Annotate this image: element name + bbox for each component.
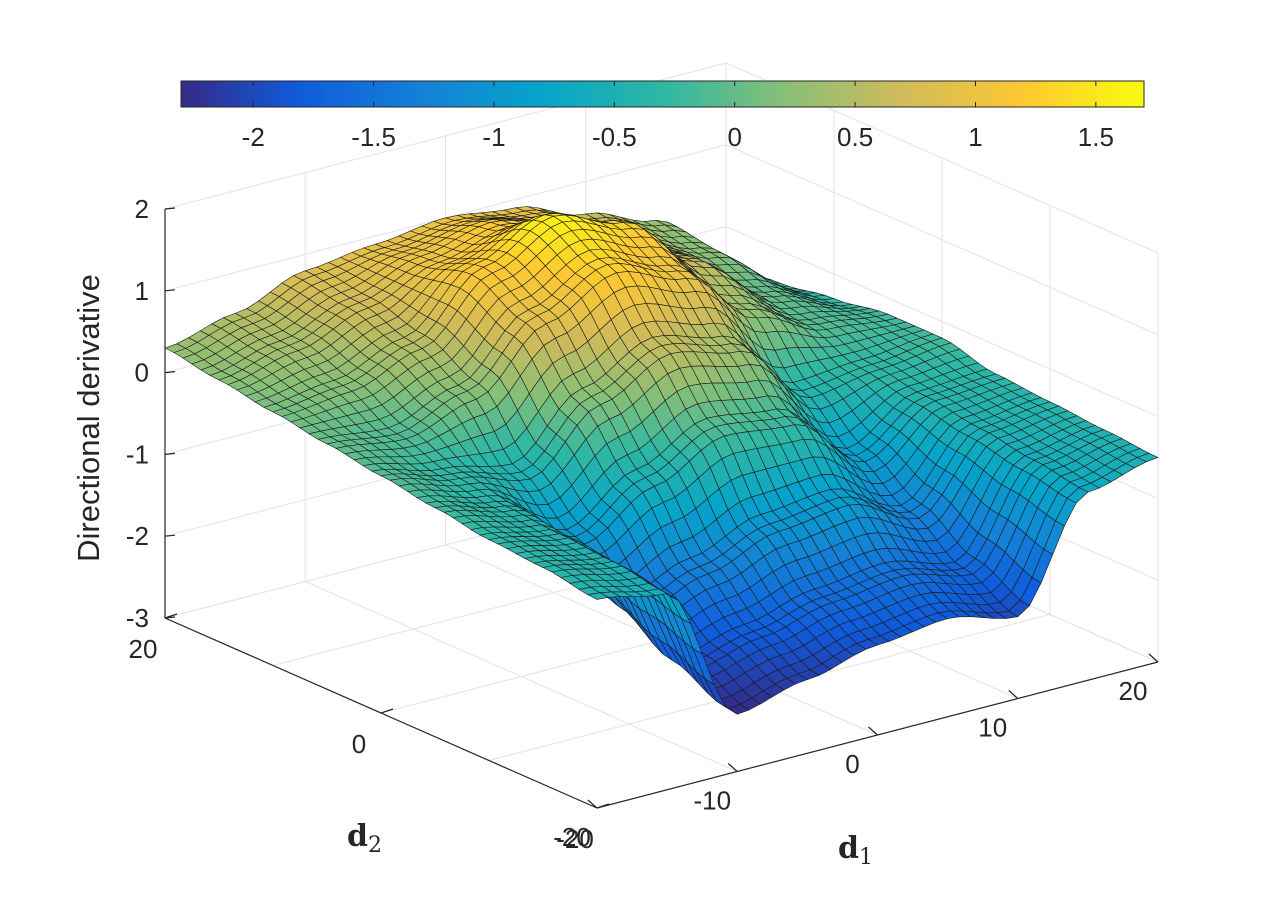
z-tick-mark (164, 452, 176, 455)
x-tick-mark (1008, 690, 1019, 699)
x-tick-label: -20 (553, 822, 591, 852)
z-tick-label: -1 (126, 439, 149, 469)
z-tick-label: 0 (135, 358, 149, 388)
surface-mesh (164, 206, 1159, 715)
y-tick-mark (164, 613, 178, 619)
x-axis-label: d1 (838, 831, 873, 870)
y-tick-label: 0 (352, 729, 366, 759)
colorbar-ticks: -2 -1.5 -1 -0.5 0 0.5 1 1.5 (242, 81, 1114, 152)
z-axis-label: Directional derivative (71, 274, 106, 562)
z-tick-label: -2 (126, 521, 149, 551)
z-tick-label: 1 (135, 276, 149, 306)
x-tick-label: -10 (693, 786, 731, 816)
z-tick-label: -3 (126, 603, 149, 633)
colorbar-tick-label: 0.5 (837, 122, 873, 152)
x-tick-mark (1148, 653, 1159, 663)
x-tick-label: 10 (978, 713, 1007, 743)
y-axis-label: d2 (347, 819, 382, 858)
x-tick-mark (727, 763, 738, 772)
colorbar-tick-label: 0 (727, 122, 741, 152)
colorbar-tick-label: 1.5 (1078, 122, 1114, 152)
z-tick-mark (164, 289, 176, 292)
z-tick-mark (164, 534, 176, 537)
x-tick-mark (587, 799, 598, 809)
x-tick-mark (868, 726, 878, 736)
y-tick-label: 20 (129, 634, 158, 664)
colorbar-tick-label: -2 (242, 122, 265, 152)
z-tick-label: 2 (135, 194, 149, 224)
y-tick-label: -20 (556, 824, 594, 854)
x-tick-label: 20 (1119, 676, 1148, 706)
z-tick-mark (164, 207, 176, 210)
y-tick-mark (596, 803, 610, 809)
colorbar: -2 -1.5 -1 -0.5 0 0.5 1 1.5 (180, 80, 1145, 152)
surface-cell (587, 592, 610, 600)
colorbar-tick-label: -0.5 (592, 122, 637, 152)
x-tick-label: 0 (845, 749, 859, 779)
y-tick-mark (380, 708, 394, 714)
colorbar-tick-label: -1 (482, 122, 505, 152)
colorbar-tick-label: -1.5 (351, 122, 396, 152)
colorbar-tick-label: 1 (968, 122, 982, 152)
colorbar-gradient (180, 80, 1145, 108)
z-tick-mark (164, 371, 176, 374)
